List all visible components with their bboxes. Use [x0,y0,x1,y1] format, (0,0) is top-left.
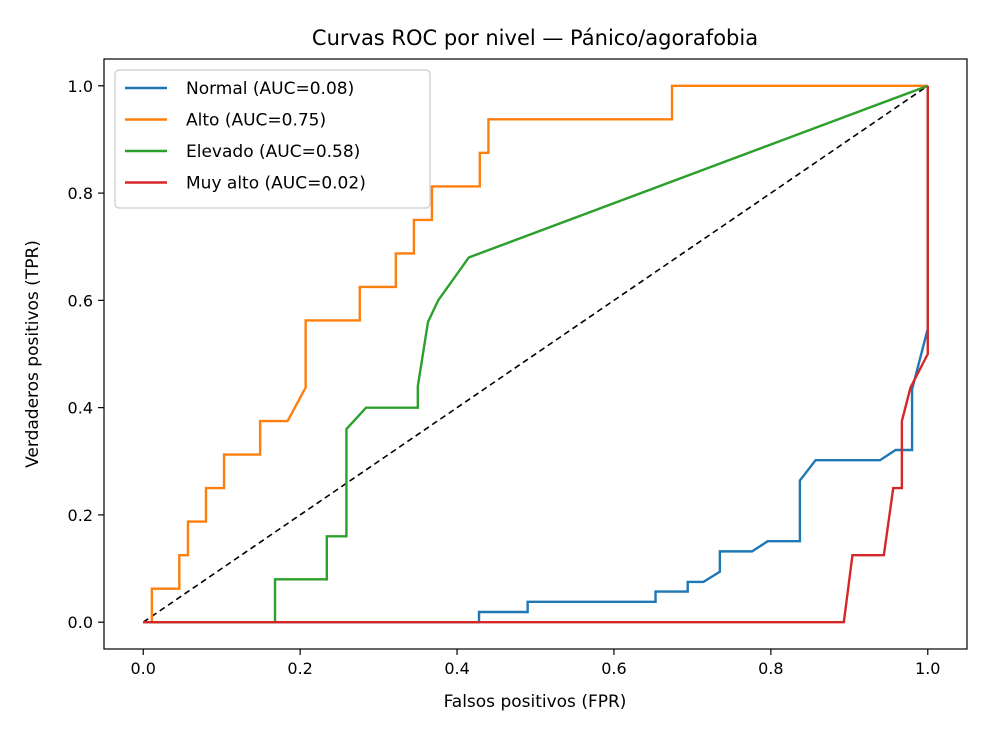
legend: Normal (AUC=0.08) Alto (AUC=0.75) Elevado … [114,69,431,209]
x-axis-ticks: 0.0 0.2 0.4 0.6 0.8 1.0 [131,649,940,678]
x-tick-label: 0.4 [444,659,469,678]
y-tick-label: 0.0 [68,613,93,632]
legend-entry-label: Alto (AUC=0.75) [186,111,326,131]
series-line-2 [143,84,928,624]
y-tick-label: 1.0 [68,77,93,96]
y-tick-label: 0.4 [68,399,93,418]
x-tick-label: 1.0 [915,659,940,678]
y-tick-label: 0.2 [68,506,93,525]
series-line-4 [143,85,929,624]
plot-frame [103,58,968,650]
x-axis-label: Falsos positivos (FPR) [444,692,627,712]
x-tick-label: 0.0 [131,659,156,678]
y-axis-ticks: 0.0 0.2 0.4 0.6 0.8 1.0 [68,77,104,632]
y-tick-label: 0.6 [68,291,93,310]
x-tick-label: 0.6 [601,659,626,678]
legend-entry-label: Normal (AUC=0.08) [186,79,354,99]
chance-diagonal-line [142,85,929,623]
legend-box [114,69,431,209]
series-line-3 [143,84,929,624]
y-axis-label: Verdaderos positivos (TPR) [23,240,43,468]
legend-entry-label: Muy alto (AUC=0.02) [186,174,366,194]
x-tick-label: 0.2 [287,659,312,678]
y-tick-label: 0.8 [68,184,93,203]
x-tick-label: 0.8 [758,659,783,678]
chart-title: Curvas ROC por nivel — Pánico/agorafobia [312,26,758,50]
legend-entry-label: Elevado (AUC=0.58) [186,142,360,162]
